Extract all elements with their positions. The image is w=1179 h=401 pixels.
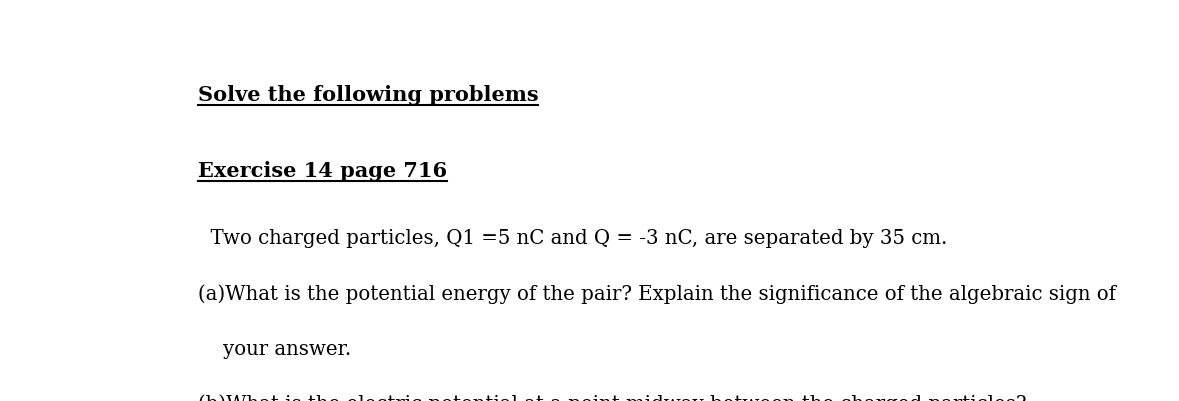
Text: Solve the following problems: Solve the following problems (198, 85, 539, 105)
Text: (a)What is the potential energy of the pair? Explain the significance of the alg: (a)What is the potential energy of the p… (198, 284, 1115, 303)
Text: your answer.: your answer. (198, 339, 351, 358)
Text: (b)What is the electric potential at a point midway between the charged particle: (b)What is the electric potential at a p… (198, 394, 1026, 401)
Text: Two charged particles, Q1 =5 nC and Q = -3 nC, are separated by 35 cm.: Two charged particles, Q1 =5 nC and Q = … (198, 229, 947, 248)
Text: Exercise 14 page 716: Exercise 14 page 716 (198, 161, 447, 181)
